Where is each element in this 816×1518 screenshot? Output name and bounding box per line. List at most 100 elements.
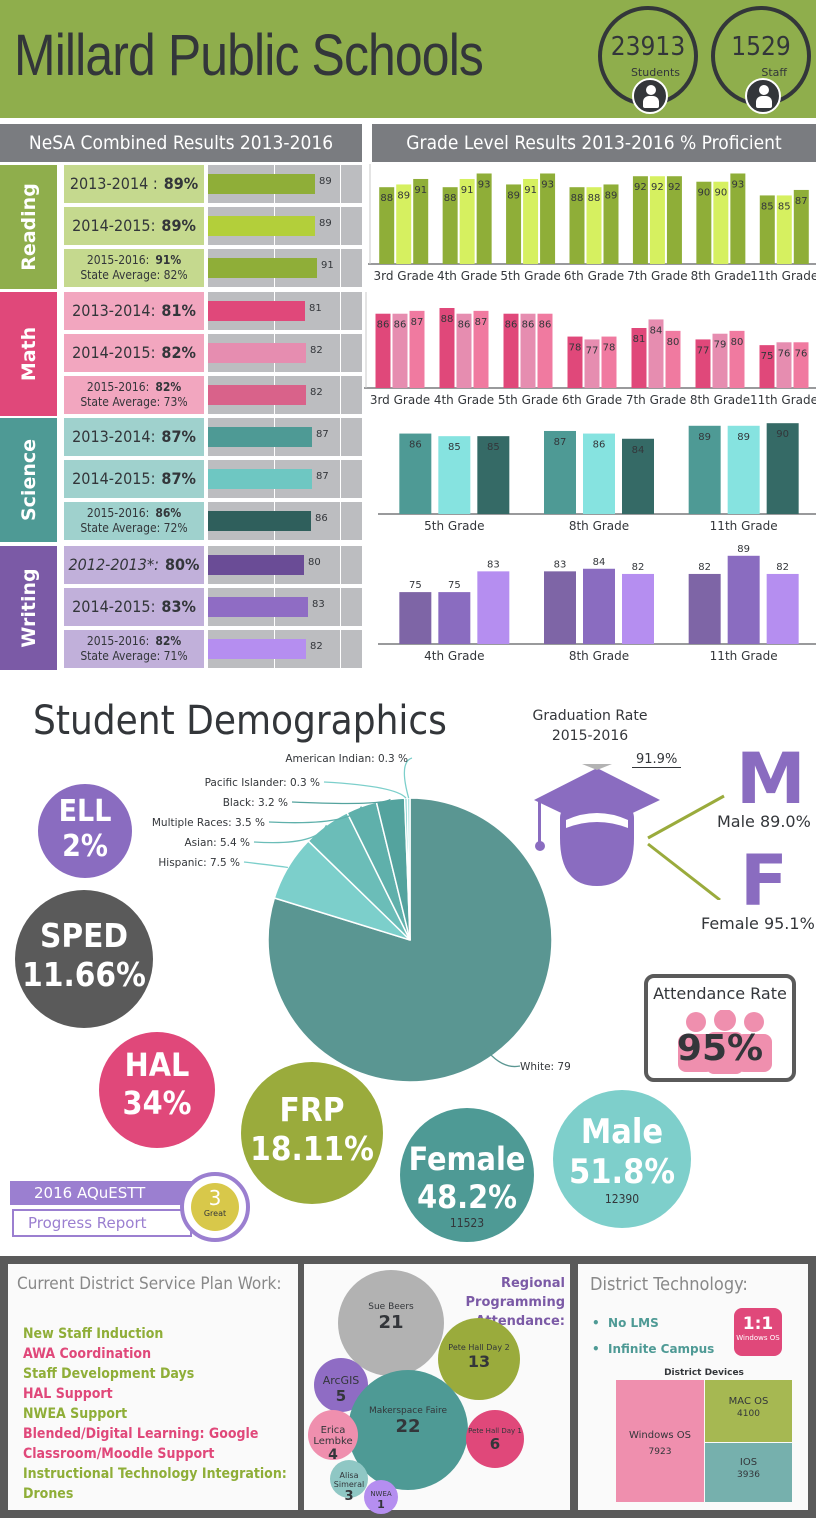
regional-bubble: Makerspace Faire 22: [348, 1370, 468, 1490]
staff-icon: [745, 78, 781, 114]
regional-bubble-value: 3: [344, 1489, 354, 1504]
regional-bubble-name: NWEA: [370, 1490, 392, 1498]
nesa-year: 2015-2016:: [86, 506, 150, 520]
grade-bar: [583, 568, 615, 644]
grade-bar: [476, 173, 492, 264]
nesa-bar-track: 82: [208, 334, 362, 372]
device-mac-label: MAC OS: [728, 1396, 769, 1407]
grade-bar: [648, 319, 664, 388]
staff-count: 1529: [731, 32, 791, 62]
nesa-year: 2015-2016:: [86, 634, 150, 648]
devices-title: District Devices: [664, 1368, 744, 1378]
grade-bar-value: 85: [761, 201, 774, 212]
subject-tab-reading: Reading: [0, 165, 57, 289]
grade-bar-value: 80: [667, 337, 680, 348]
regional-bubble-value: 6: [489, 1435, 501, 1453]
grade-bar-value: 86: [593, 440, 606, 451]
service-plan-list: New Staff Induction AWA Coordination Staff…: [23, 1324, 298, 1504]
pie-leader-line: [323, 781, 407, 799]
service-plan-panel: Current District Service Plan Work: New …: [8, 1264, 298, 1510]
grade-bar-value: 85: [487, 442, 500, 453]
state-average: State Average: 72%: [80, 521, 188, 535]
graduation-title: Graduation Rate 2015-2016: [520, 706, 660, 746]
grade-bar: [375, 313, 391, 388]
grade-category-label: 5th Grade: [424, 519, 484, 533]
grade-bar: [473, 310, 489, 388]
nesa-year: 2013-2014 :: [69, 174, 158, 193]
technology-title: District Technology:: [590, 1274, 748, 1295]
female-circle: Female 48.2% 11523: [400, 1108, 534, 1242]
nesa-bar: [208, 555, 304, 575]
grade-bar-value: 91: [414, 185, 427, 196]
aquestt-score-circle: 3 Great: [191, 1183, 239, 1231]
nesa-year: 2013-2014:: [72, 301, 156, 320]
grade-bar: [438, 436, 471, 514]
nesa-row: 2015-2016: 86% State Average: 72%: [64, 502, 204, 540]
regional-bubble-name: Sue Beers: [368, 1302, 414, 1312]
grade-bar-value: 89: [737, 432, 750, 443]
grade-bar: [665, 330, 681, 388]
page-title: Millard Public Schools: [14, 23, 484, 88]
nesa-bar-track: 87: [208, 460, 362, 498]
grade-bar: [456, 313, 472, 388]
grade-bar: [695, 339, 711, 388]
nesa-percent: 82%: [155, 634, 182, 648]
nesa-bar-value: 80: [308, 557, 321, 568]
grade-bar: [766, 423, 799, 514]
nesa-bar: [208, 469, 312, 489]
subject-tab-science: Science: [0, 418, 57, 542]
service-plan-item: NWEA Support: [23, 1406, 128, 1422]
graduation-title-line2: 2015-2016: [551, 728, 629, 744]
grade-category-label: 7th Grade: [626, 393, 686, 407]
nesa-bar-value: 82: [310, 387, 323, 398]
nesa-percent: 86%: [155, 506, 182, 520]
regional-title-line2: Programming: [465, 1295, 565, 1310]
grade-bar-value: 75: [409, 580, 422, 591]
grade-bar-value: 89: [507, 190, 520, 201]
nesa-bar-track: 89: [208, 207, 362, 245]
sped-circle: SPED 11.66%: [15, 890, 153, 1028]
nesa-percent: 87%: [161, 469, 196, 488]
ell-value: 2%: [62, 829, 108, 864]
aquestt-score-label: Great: [203, 1209, 227, 1218]
grade-bar: [477, 571, 510, 644]
male-circle: Male 51.8% 12390: [553, 1090, 691, 1228]
grade-bar-value: 84: [632, 445, 645, 456]
pie-label: White: 79.7 %: [520, 1061, 570, 1073]
regional-bubble-value: 22: [395, 1416, 421, 1437]
nesa-bar: [208, 174, 315, 194]
regional-title: Regional Programming Attendance:: [466, 1274, 565, 1331]
female-value: 48.2%: [417, 1178, 517, 1216]
grade-bar: [759, 345, 775, 388]
grade-bar: [793, 342, 809, 388]
grade-category-label: 3rd Grade: [370, 393, 430, 407]
nesa-percent: 89%: [161, 216, 196, 235]
grade-bar: [632, 176, 648, 264]
sped-value: 11.66%: [22, 955, 146, 994]
grade-bar: [544, 430, 576, 514]
grade-bar: [622, 573, 654, 644]
grade-category-label: 8th Grade: [690, 393, 750, 407]
grade-bar: [459, 178, 475, 264]
hal-circle: HAL 34%: [99, 1032, 215, 1148]
grade-bar-value: 86: [539, 320, 552, 331]
grade-bar-value: 82: [698, 562, 711, 573]
service-plan-item: AWA Coordination: [23, 1346, 152, 1362]
nesa-bar-value: 82: [310, 345, 323, 356]
nesa-year: 2012-2013*:: [68, 555, 160, 574]
nesa-row: 2013-2014: 87%: [64, 418, 204, 456]
ell-circle: ELL 2%: [38, 784, 132, 878]
nesa-row: 2015-2016: 91% State Average: 82%: [64, 249, 204, 287]
grade-bar-value: 83: [487, 559, 500, 570]
grade-bar-value: 79: [714, 340, 727, 351]
grade-bar-value: 82: [776, 562, 789, 573]
grade-category-label: 11th Grade: [750, 269, 816, 283]
nesa-bar-value: 89: [319, 176, 332, 187]
pie-leader-line: [243, 861, 289, 869]
header: Millard Public Schools 23913 Students 15…: [0, 0, 816, 118]
nesa-bar-value: 87: [316, 429, 329, 440]
progress-report-label: Progress Report: [12, 1209, 192, 1237]
nesa-bar: [208, 511, 311, 531]
grade-bar: [666, 176, 682, 264]
service-plan-item: HAL Support: [23, 1386, 113, 1402]
